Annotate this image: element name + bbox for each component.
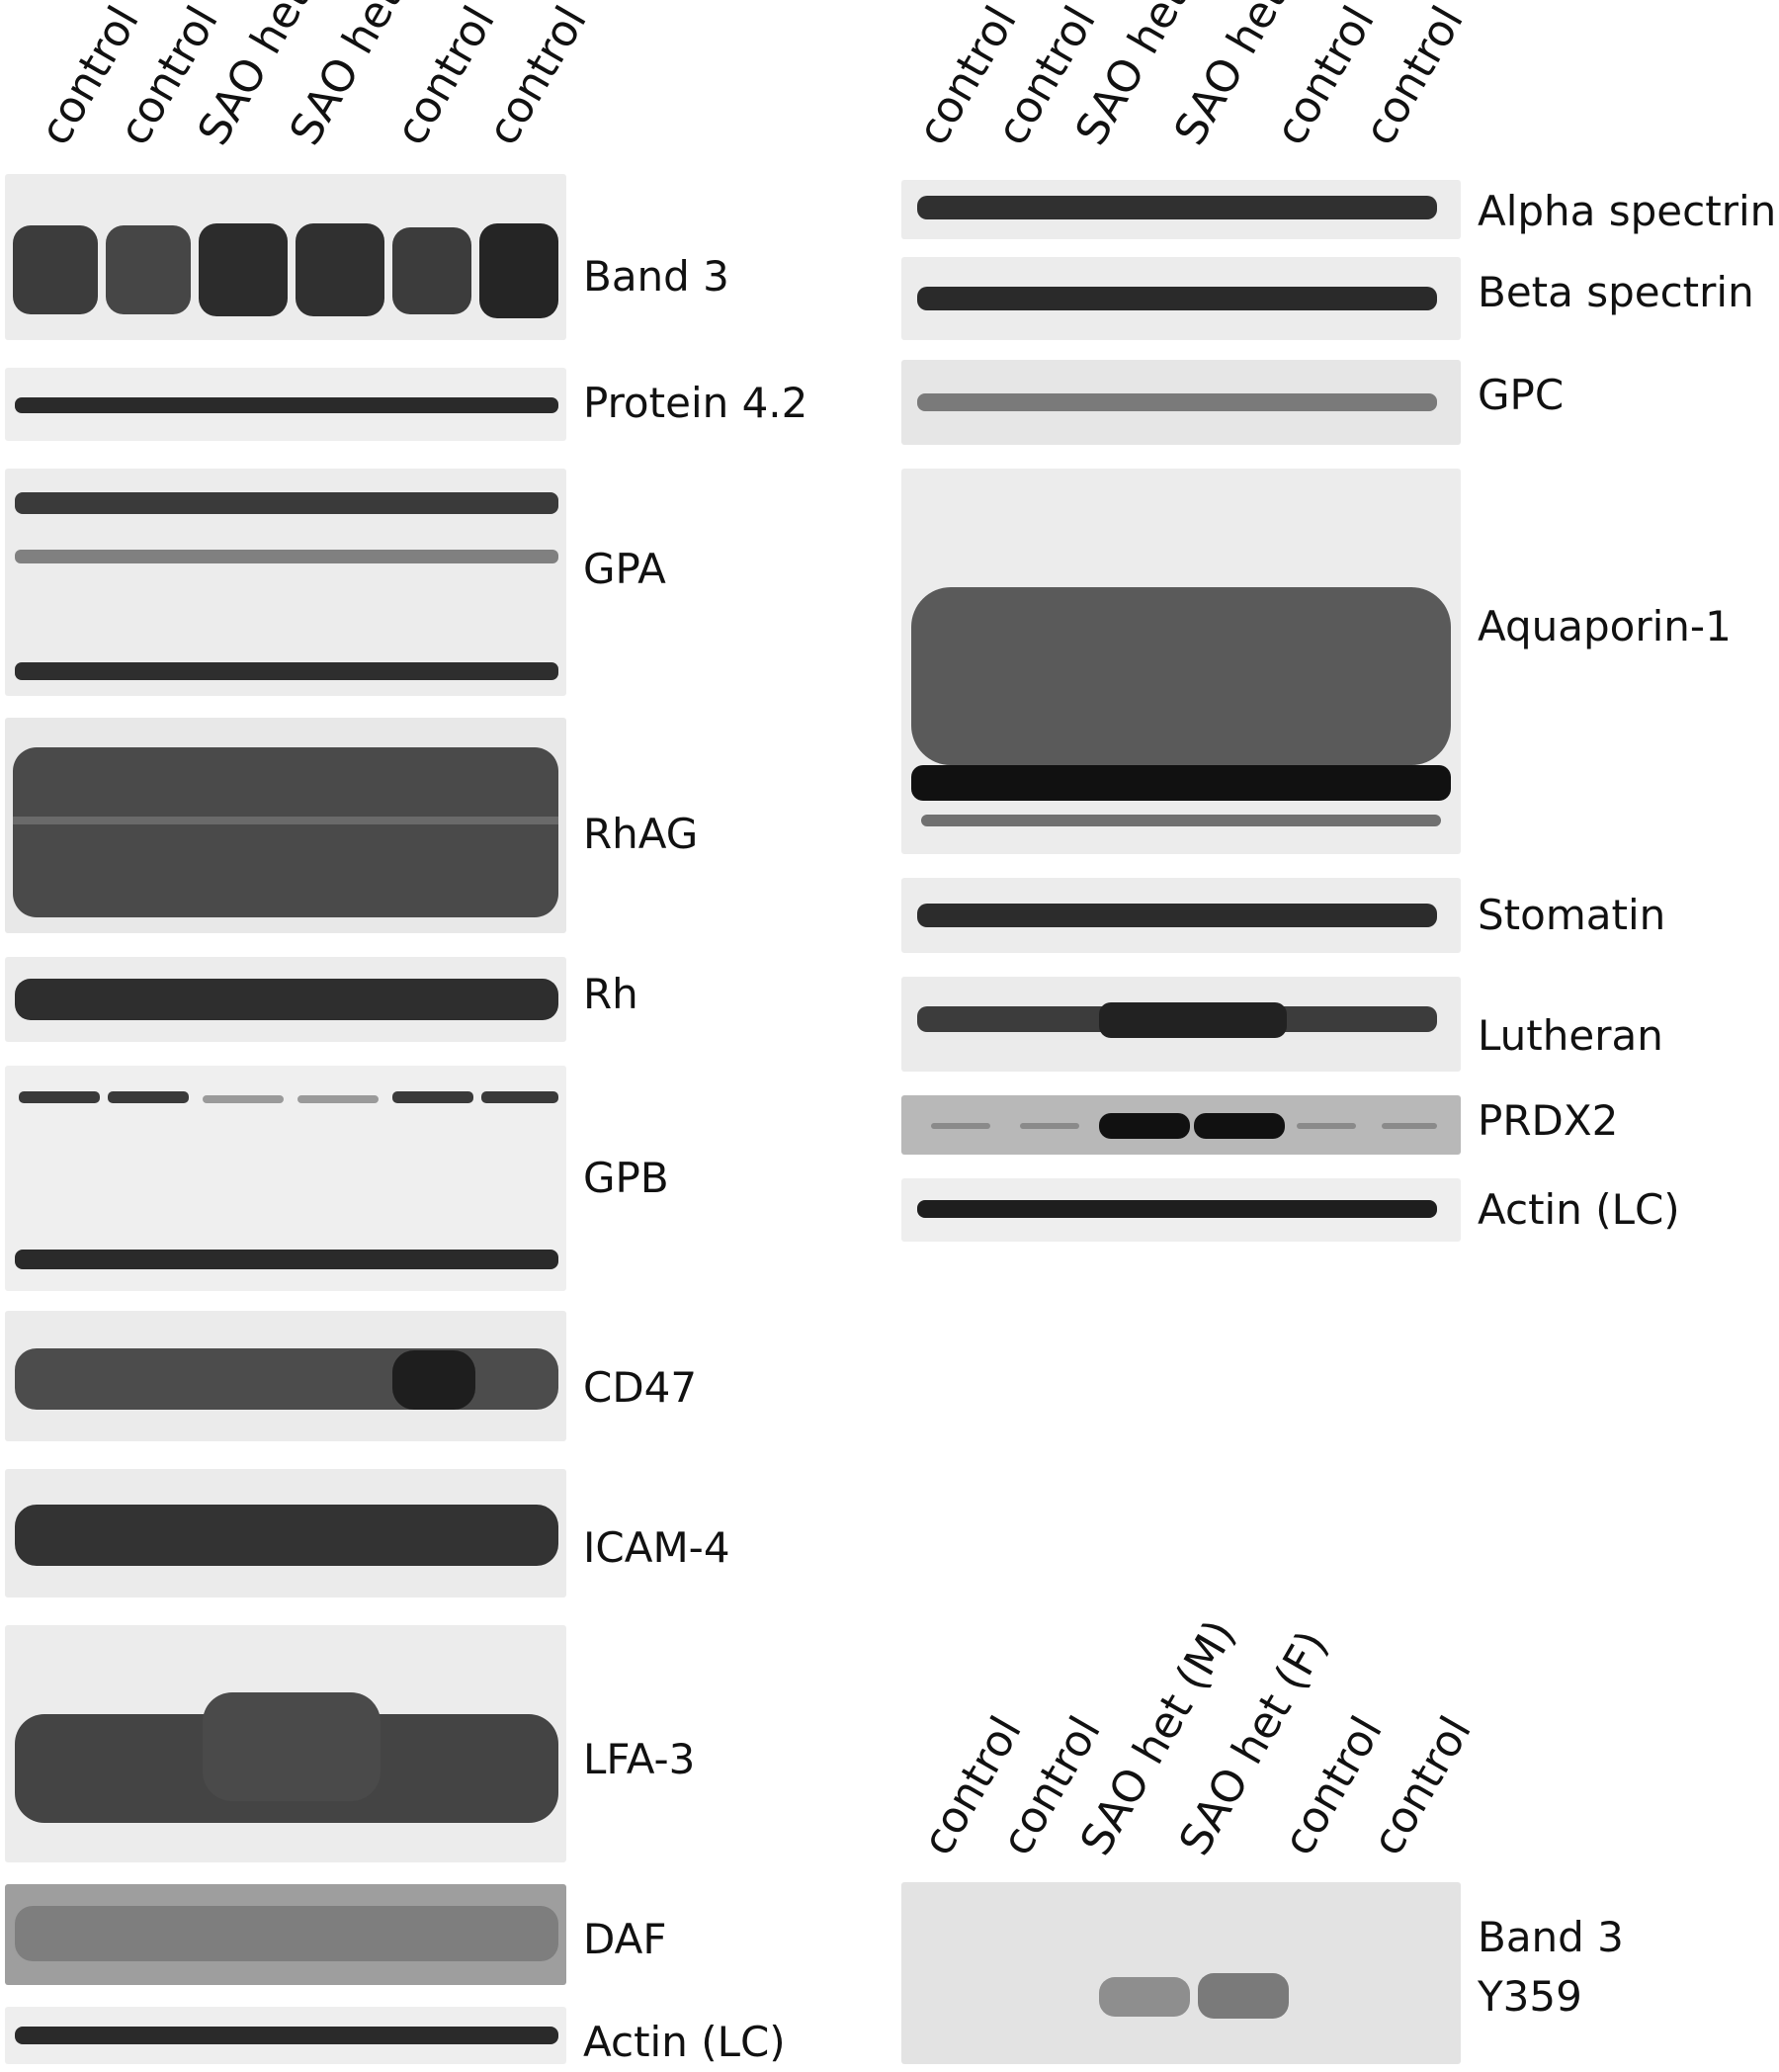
protein-label: Band 3 [583,252,729,301]
protein-label: Protein 4.2 [583,379,808,427]
protein-label: Actin (LC) [583,2018,786,2066]
blot-icam4 [5,1469,566,1597]
blot-gpc [901,360,1461,445]
protein-label: RhAG [583,810,699,858]
blot-rh [5,957,566,1042]
blot-lutheran [901,977,1461,1072]
protein-label: Aquaporin-1 [1478,602,1732,650]
protein-label: PRDX2 [1478,1096,1619,1145]
protein-label: Alpha spectrin [1478,187,1777,235]
protein-label: DAF [583,1915,667,1963]
protein-label: Actin (LC) [1478,1185,1680,1234]
blot-daf [5,1884,566,1985]
blot-aquaporin1 [901,469,1461,854]
blot-protein42 [5,368,566,441]
blot-gpa [5,469,566,696]
protein-label: GPC [1478,371,1565,419]
protein-label: LFA-3 [583,1735,696,1783]
protein-label: GPB [583,1154,669,1202]
protein-label: ICAM-4 [583,1523,730,1572]
band3-y359-label-line2: Y359 [1478,1972,1582,2021]
blot-band3 [5,174,566,340]
protein-label: Rh [583,970,638,1018]
blot-alpha-spectrin [901,180,1461,239]
band3-y359-label-line1: Band 3 [1478,1913,1624,1961]
blot-beta-spectrin [901,257,1461,340]
blot-prdx2 [901,1095,1461,1155]
blot-stomatin [901,878,1461,953]
blot-rhag [5,718,566,933]
protein-label: GPA [583,545,666,593]
blot-cd47 [5,1311,566,1441]
blot-band3-y359 [901,1882,1461,2064]
protein-label: Stomatin [1478,891,1666,939]
protein-label: Beta spectrin [1478,268,1754,316]
band3-bands [13,223,558,318]
protein-label: Lutheran [1478,1011,1663,1060]
blot-actin-left [5,2007,566,2064]
blot-actin-right [901,1178,1461,1242]
blot-gpb [5,1066,566,1291]
blot-lfa3 [5,1625,566,1862]
protein-label: CD47 [583,1363,698,1412]
